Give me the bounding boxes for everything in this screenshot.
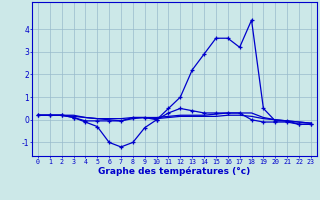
X-axis label: Graphe des températures (°c): Graphe des températures (°c) (98, 166, 251, 176)
